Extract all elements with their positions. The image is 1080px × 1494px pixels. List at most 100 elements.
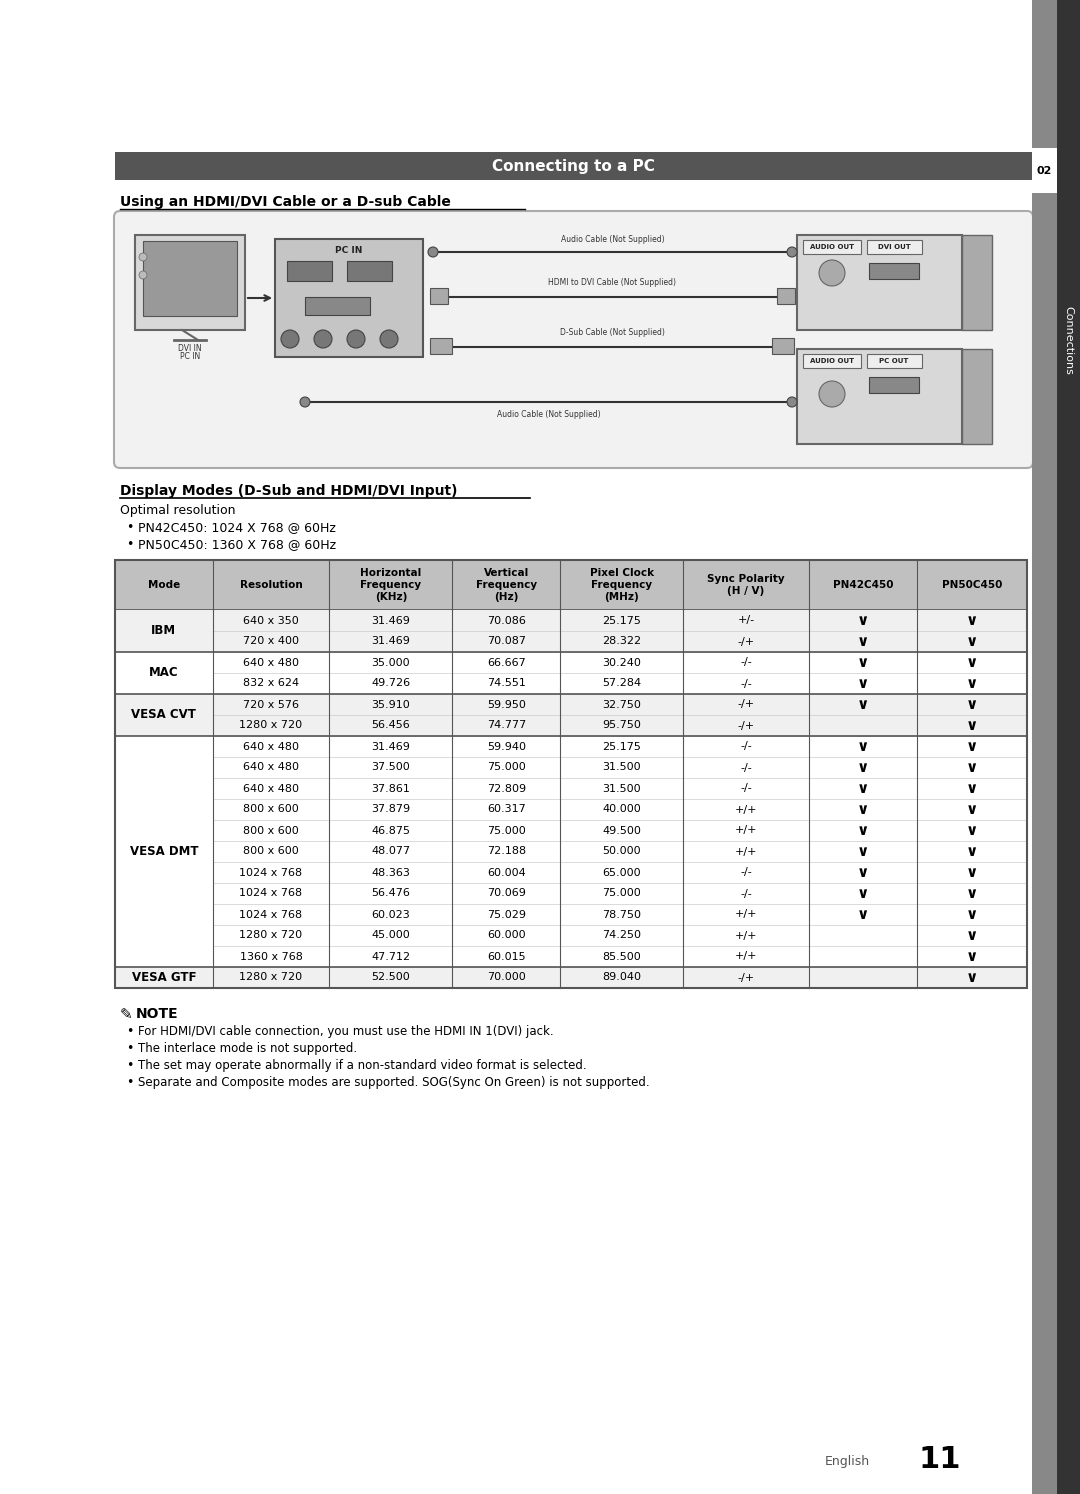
Text: +/+: +/+ [734, 847, 757, 856]
Text: ∨: ∨ [966, 970, 978, 985]
Text: 70.000: 70.000 [487, 973, 526, 983]
Text: 1360 x 768: 1360 x 768 [240, 952, 302, 962]
Text: ∨: ∨ [856, 633, 869, 648]
Text: 72.809: 72.809 [487, 783, 526, 793]
Text: ∨: ∨ [966, 760, 978, 775]
Text: 40.000: 40.000 [603, 804, 642, 814]
Text: Audio Cable (Not Supplied): Audio Cable (Not Supplied) [497, 409, 600, 418]
Bar [867, 354, 922, 368]
Text: 56.456: 56.456 [372, 720, 410, 731]
Text: AUDIO OUT: AUDIO OUT [810, 359, 854, 365]
Text: ∨: ∨ [966, 907, 978, 922]
Text: 50.000: 50.000 [603, 847, 640, 856]
Text: 66.667: 66.667 [487, 657, 526, 668]
Text: 37.861: 37.861 [372, 783, 410, 793]
Text: 37.879: 37.879 [372, 804, 410, 814]
Text: 59.950: 59.950 [487, 699, 526, 710]
Text: DVI OUT: DVI OUT [878, 244, 910, 249]
Bar [114, 560, 1027, 988]
Text: 37.500: 37.500 [372, 762, 410, 772]
Text: 89.040: 89.040 [603, 973, 642, 983]
Circle shape [819, 381, 845, 406]
Text: 720 x 576: 720 x 576 [243, 699, 299, 710]
Bar [305, 297, 370, 315]
Text: 720 x 400: 720 x 400 [243, 636, 299, 647]
Text: IBM: IBM [151, 624, 176, 638]
Text: •: • [126, 538, 133, 551]
Text: Mode: Mode [148, 580, 180, 590]
Text: ∨: ∨ [966, 802, 978, 817]
Text: 85.500: 85.500 [603, 952, 642, 962]
Text: 32.750: 32.750 [603, 699, 642, 710]
Text: 52.500: 52.500 [372, 973, 410, 983]
Text: Audio Cable (Not Supplied): Audio Cable (Not Supplied) [561, 235, 664, 244]
Text: Resolution: Resolution [240, 580, 302, 590]
Text: 1024 x 768: 1024 x 768 [240, 889, 302, 898]
Bar [777, 288, 795, 303]
Text: +/+: +/+ [734, 826, 757, 835]
Text: Using an HDMI/DVI Cable or a D-sub Cable: Using an HDMI/DVI Cable or a D-sub Cable [120, 196, 450, 209]
Bar [869, 376, 919, 393]
Text: 70.087: 70.087 [487, 636, 526, 647]
Bar [114, 560, 1027, 610]
Text: 60.023: 60.023 [372, 910, 410, 919]
Bar [804, 354, 861, 368]
Bar [1057, 0, 1080, 1494]
Text: +/+: +/+ [734, 952, 757, 962]
Text: ∨: ∨ [966, 928, 978, 943]
Text: 74.777: 74.777 [487, 720, 526, 731]
Text: •: • [126, 1041, 133, 1055]
Text: 48.363: 48.363 [372, 868, 410, 877]
FancyBboxPatch shape [114, 211, 1032, 468]
Text: 72.188: 72.188 [487, 847, 526, 856]
Text: •: • [126, 1076, 133, 1089]
Text: ∨: ∨ [966, 823, 978, 838]
Text: 1280 x 720: 1280 x 720 [240, 973, 302, 983]
Bar [347, 261, 392, 281]
Text: -/+: -/+ [738, 973, 755, 983]
Text: ∨: ∨ [966, 675, 978, 692]
Text: For HDMI/DVI cable connection, you must use the HDMI IN 1(DVI) jack.: For HDMI/DVI cable connection, you must … [138, 1025, 554, 1038]
Text: 70.086: 70.086 [487, 616, 526, 626]
Text: 48.077: 48.077 [372, 847, 410, 856]
Text: ∨: ∨ [966, 613, 978, 627]
Bar [867, 241, 922, 254]
Text: HDMI to DVI Cable (Not Supplied): HDMI to DVI Cable (Not Supplied) [549, 278, 676, 287]
Text: ∨: ∨ [966, 844, 978, 859]
Text: ∨: ∨ [856, 760, 869, 775]
Circle shape [428, 247, 438, 257]
Text: 31.500: 31.500 [603, 783, 640, 793]
Bar [962, 350, 993, 444]
Text: -/+: -/+ [738, 699, 755, 710]
Text: -/-: -/- [740, 657, 752, 668]
Text: 75.000: 75.000 [487, 826, 526, 835]
Circle shape [787, 397, 797, 406]
Text: -/-: -/- [740, 783, 752, 793]
Text: ∨: ∨ [856, 823, 869, 838]
Text: ∨: ∨ [966, 654, 978, 669]
Text: ∨: ∨ [966, 886, 978, 901]
Bar [804, 241, 861, 254]
Text: Connecting to a PC: Connecting to a PC [492, 158, 654, 173]
Text: 65.000: 65.000 [603, 868, 640, 877]
Text: 49.726: 49.726 [372, 678, 410, 689]
Text: 75.000: 75.000 [487, 762, 526, 772]
Text: ✎: ✎ [120, 1007, 133, 1022]
Text: ∨: ∨ [856, 781, 869, 796]
Circle shape [819, 260, 845, 285]
Text: Separate and Composite modes are supported. SOG(Sync On Green) is not supported.: Separate and Composite modes are support… [138, 1076, 650, 1089]
Text: ∨: ∨ [966, 949, 978, 964]
Text: -/+: -/+ [738, 720, 755, 731]
Text: 800 x 600: 800 x 600 [243, 847, 299, 856]
Text: PN42C450: PN42C450 [833, 580, 893, 590]
Circle shape [139, 270, 147, 279]
Bar [772, 338, 794, 354]
Text: 25.175: 25.175 [603, 616, 642, 626]
Text: 60.317: 60.317 [487, 804, 526, 814]
Text: 35.910: 35.910 [372, 699, 410, 710]
Text: -/-: -/- [740, 762, 752, 772]
Text: •: • [126, 1059, 133, 1073]
Text: ∨: ∨ [856, 844, 869, 859]
Text: 74.250: 74.250 [603, 931, 642, 941]
Bar [135, 235, 245, 330]
